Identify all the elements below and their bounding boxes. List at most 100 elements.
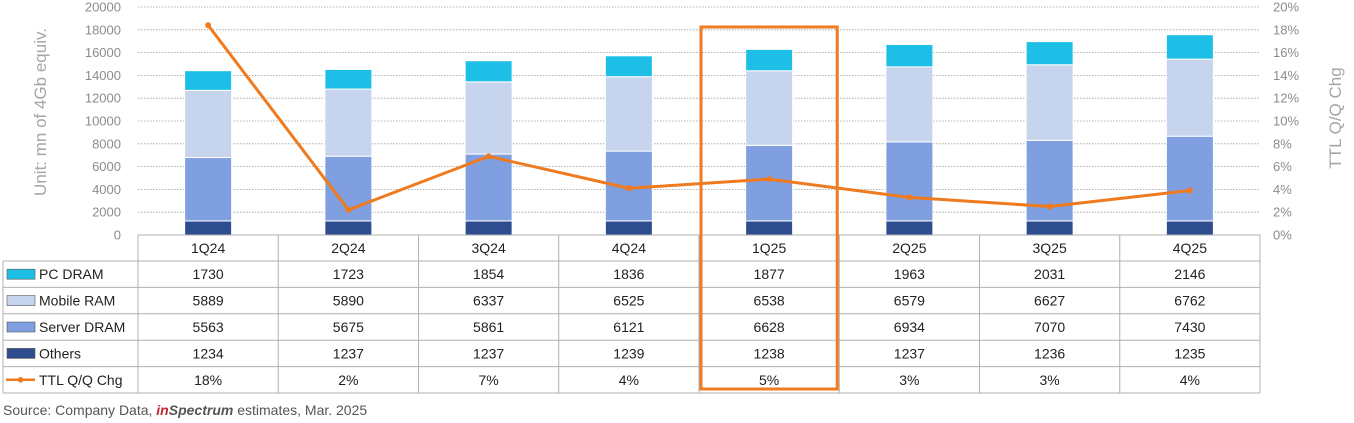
bar-segment [885, 141, 934, 222]
table-cell: 5563 [193, 319, 224, 335]
y-axis-left: 0 2000 4000 6000 8000 10000 12000 14000 16000 180… [85, 0, 121, 243]
table-cell: 7% [479, 372, 499, 388]
x-category-label: 1Q24 [191, 240, 225, 256]
y-tick-label: 8000 [92, 136, 121, 151]
table-cell: 1235 [1174, 345, 1205, 361]
x-category-label: 3Q25 [1033, 240, 1067, 256]
y2-tick-label: 6% [1273, 159, 1292, 174]
table-cell: 2146 [1174, 266, 1205, 282]
bar-segment [1025, 220, 1074, 236]
legend-key-marker [17, 377, 24, 383]
legend-key-swatch [6, 321, 36, 333]
qoq-point [766, 176, 773, 183]
table-row-label: Others [39, 345, 81, 361]
table-cell: 5675 [333, 319, 364, 335]
table-cell: 6525 [613, 293, 644, 309]
highlight-box [699, 25, 839, 391]
table-cell: 1237 [473, 345, 504, 361]
bar-segment [464, 153, 513, 222]
legend-key-swatch [6, 348, 36, 359]
bar-segment [885, 43, 934, 68]
table-cell: 4% [619, 372, 639, 388]
table-cell: 6579 [894, 293, 925, 309]
y2-tick-label: 16% [1273, 45, 1299, 60]
bar-segment [184, 70, 233, 91]
table-cell: 2031 [1034, 266, 1065, 282]
table-cell: 1730 [193, 266, 224, 282]
table-cell: 3% [899, 372, 919, 388]
source-suffix: estimates, Mar. 2025 [233, 402, 368, 418]
legend-key-swatch [6, 295, 36, 306]
y-tick-label: 20000 [85, 0, 121, 15]
table-cell: 1963 [894, 266, 925, 282]
bar-segment [1165, 220, 1214, 236]
bar-segment [324, 68, 373, 90]
source-note: Source: Company Data, inSpectrum estimat… [3, 402, 367, 418]
table-cell: 1723 [333, 266, 364, 282]
table-cell: 5889 [193, 293, 224, 309]
y2-tick-label: 14% [1273, 68, 1299, 83]
brand-in: in [156, 402, 169, 418]
table-cell: 6538 [754, 293, 785, 309]
table-cell: 6627 [1034, 293, 1065, 309]
qoq-point [205, 22, 212, 29]
y2-tick-label: 10% [1273, 114, 1299, 129]
x-category-label: 3Q24 [472, 240, 506, 256]
table-cell: 6121 [613, 319, 644, 335]
y-tick-label: 14000 [85, 68, 121, 83]
table-cell: 1836 [613, 266, 644, 282]
bar-segment [1025, 64, 1074, 141]
table-cell: 5890 [333, 293, 364, 309]
bar-segment [885, 220, 934, 236]
bar-segment [1165, 58, 1214, 137]
bar-segment [1165, 34, 1214, 60]
table-cell: 7430 [1174, 319, 1205, 335]
source-prefix: Source: Company Data, [3, 402, 157, 418]
y-tick-label: 10000 [85, 114, 121, 129]
bar-segment [604, 55, 653, 78]
y-tick-label: 18000 [85, 22, 121, 37]
table-cell: 5% [759, 372, 779, 388]
table-cell: 1239 [613, 345, 644, 361]
table-cell: 1238 [754, 345, 785, 361]
bar-segment [745, 144, 794, 222]
qoq-point [1046, 203, 1053, 210]
table-cell: 3% [1040, 372, 1060, 388]
bar-segment [1165, 135, 1214, 222]
bar-segment [604, 220, 653, 236]
brand-spectrum: Spectrum [168, 402, 234, 418]
y2-axis-title: TTL Q/Q Chg [1326, 67, 1345, 168]
bar-segment [464, 220, 513, 236]
bar-segment [745, 70, 794, 146]
y2-tick-label: 8% [1273, 136, 1292, 151]
qoq-line-path [206, 24, 1191, 212]
bars [184, 34, 1214, 236]
bar-segment [324, 88, 373, 157]
table-row-label: PC DRAM [39, 266, 104, 282]
table-cell: 2% [338, 372, 358, 388]
bar-segment [745, 48, 794, 72]
table-row-label: TTL Q/Q Chg [39, 372, 123, 388]
y-axis-right: 0% 2% 4% 6% 8% 10% 12% 14% 16% 18% 20% [1273, 0, 1299, 243]
table-cell: 18% [194, 372, 222, 388]
qoq-line [205, 22, 1193, 213]
y-tick-label: 4000 [92, 182, 121, 197]
table-cell: 6337 [473, 293, 504, 309]
bar-segment [184, 157, 233, 222]
table-cell: 5861 [473, 319, 504, 335]
y2-tick-label: 12% [1273, 91, 1299, 106]
y-axis-title: Unit: mn of 4Gb equiv. [31, 28, 50, 196]
table-cell: 1236 [1034, 345, 1065, 361]
y-tick-label: 12000 [85, 91, 121, 106]
table-cell: 1854 [473, 266, 504, 282]
bar-segment [184, 89, 233, 159]
y2-tick-label: 2% [1273, 205, 1292, 220]
bar-segment [604, 76, 653, 152]
qoq-point [345, 206, 352, 213]
x-category-label: 1Q25 [752, 240, 786, 256]
data-table: 1Q24 2Q24 3Q24 4Q24 1Q25 2Q25 3Q25 4Q25 PC DRAM 1… [2, 234, 1261, 394]
y2-tick-label: 20% [1273, 0, 1299, 15]
table-cell: 1237 [333, 345, 364, 361]
chart: 0 2000 4000 6000 8000 10000 12000 14000 16000 180… [2, 0, 1345, 394]
qoq-point [1186, 187, 1193, 194]
